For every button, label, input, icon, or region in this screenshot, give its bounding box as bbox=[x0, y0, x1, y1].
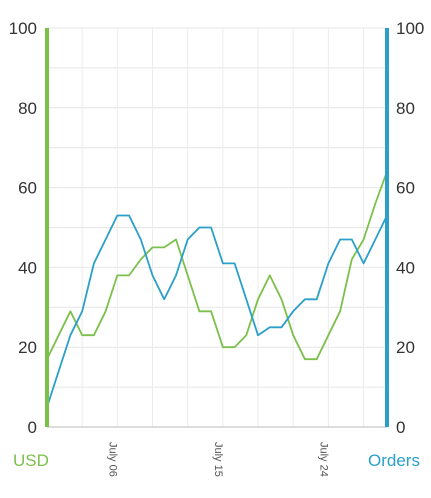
y-right-tick-label: 20 bbox=[396, 338, 415, 357]
axes bbox=[45, 28, 389, 428]
y-left-axis-title: USD bbox=[13, 451, 49, 470]
y-right-tick-label: 60 bbox=[396, 179, 415, 198]
y-left-tick-label: 0 bbox=[28, 418, 37, 437]
y-left-tick-label: 100 bbox=[9, 19, 37, 38]
y-left-tick-label: 60 bbox=[18, 179, 37, 198]
y-left-tick-label: 20 bbox=[18, 338, 37, 357]
x-tick-label: July 24 bbox=[318, 442, 330, 477]
series-line-usd bbox=[46, 171, 388, 361]
grid-lines bbox=[47, 27, 387, 428]
y-right-axis-title: Orders bbox=[368, 451, 420, 470]
series-line-orders bbox=[46, 214, 388, 408]
y-right-tick-label: 80 bbox=[396, 99, 415, 118]
y-right-tick-label: 100 bbox=[396, 19, 424, 38]
series-lines bbox=[46, 171, 388, 408]
y-right-tick-label: 40 bbox=[396, 258, 415, 277]
y-left-tick-label: 80 bbox=[18, 99, 37, 118]
x-tick-label: July 06 bbox=[107, 442, 119, 477]
x-tick-label: July 15 bbox=[212, 442, 224, 477]
tick-labels: 0 20 40 60 80 100 0 20 40 60 80 100 July 06 July 15 Ju… bbox=[9, 19, 425, 477]
y-left-tick-label: 40 bbox=[18, 258, 37, 277]
y-right-tick-label: 0 bbox=[396, 418, 405, 437]
